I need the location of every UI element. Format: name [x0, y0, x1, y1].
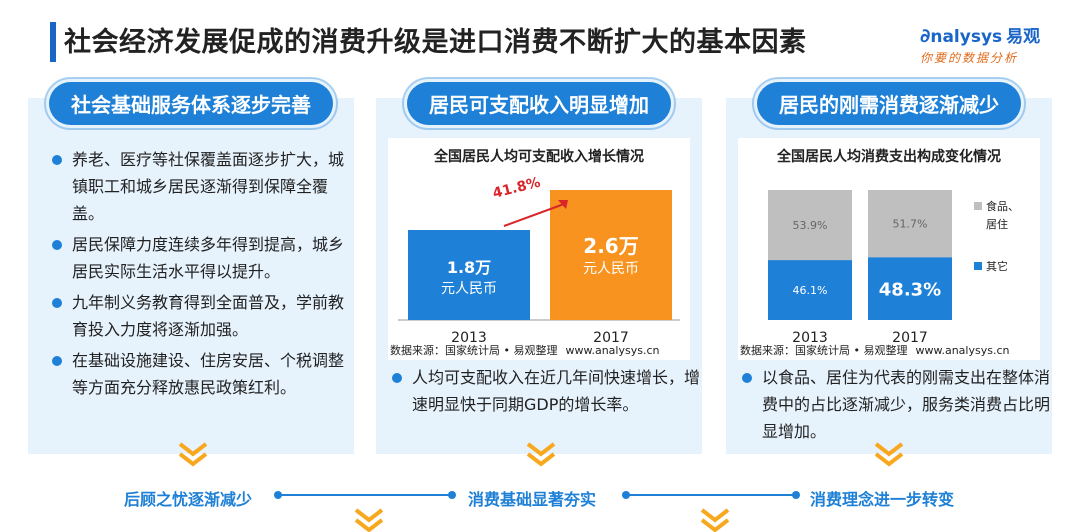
x-tick-label: 2013 [792, 330, 828, 346]
source-text: 数据来源：国家统计局 • 易观整理 [740, 344, 908, 357]
segment-value-label: 51.7% [893, 218, 928, 231]
data-source: 数据来源：国家统计局 • 易观整理 www.analysys.cn [390, 342, 659, 358]
legend-label: 居住 [986, 217, 1008, 231]
bar-value-label: 1.8万 [447, 258, 491, 277]
consumption-chart: 全国居民人均消费支出构成变化情况 46.1% 53.9% 2013 48.3% 51.7… [738, 138, 1040, 360]
bar-unit-label: 元人民币 [441, 281, 497, 297]
legend-label: 食品、 [986, 199, 1019, 213]
stacked-bar-segment [868, 257, 952, 320]
chevron-down-icon [178, 442, 208, 467]
source-url: www.analysys.cn [915, 344, 1010, 357]
bar-unit-label: 元人民币 [583, 261, 639, 277]
bullet-item: 在基础设施建设、住房安居、个税调整等方面充分释放惠民政策红利。 [50, 347, 350, 401]
segment-value-label: 48.3% [879, 280, 941, 301]
panel-heading: 居民可支配收入明显增加 [402, 77, 676, 130]
stacked-bar-segment [868, 190, 952, 258]
income-chart: 全国居民人均可支配收入增长情况 1.8万 元人民币 2013 2.6万 元人民币 2017… [388, 138, 690, 360]
chevron-down-icon [874, 442, 904, 467]
panel-description: 以食品、居住为代表的刚需支出在整体消费中的占比逐渐减少，服务类消费占比明显增加。 [740, 364, 1062, 445]
legend-swatch [974, 202, 982, 210]
stacked-bar-segment [768, 190, 852, 261]
income-bar [408, 230, 530, 320]
flow-row: 后顾之忧逐渐减少 消费基础显著夯实 消费理念进一步转变 [0, 442, 1080, 532]
logo-cn: 易观 [1006, 27, 1041, 47]
chevron-down-icon [700, 508, 730, 532]
panel-heading: 居民的刚需消费逐渐减少 [752, 77, 1026, 130]
bar-value-label: 2.6万 [583, 234, 638, 258]
segment-value-label: 46.1% [793, 284, 828, 297]
bullet-item: 养老、医疗等社保覆盖面逐步扩大，城镇职工和城乡居民逐渐得到保障全覆盖。 [50, 146, 350, 227]
data-source: 数据来源：国家统计局 • 易观整理 www.analysys.cn [740, 342, 1009, 358]
bullet-item: 居民保障力度连续多年得到提高，城乡居民实际生活水平得以提升。 [50, 231, 350, 285]
flow-label: 消费基础显著夯实 [468, 490, 597, 509]
flow-connector [274, 491, 800, 499]
growth-arrow-head [558, 200, 568, 209]
growth-arrow-line [503, 203, 565, 227]
income-bar [550, 190, 672, 320]
chevron-down-icon [354, 508, 384, 532]
bullet-list: 养老、医疗等社保覆盖面逐步扩大，城镇职工和城乡居民逐渐得到保障全覆盖。 居民保障… [50, 146, 350, 405]
bullet-item: 九年制义务教育得到全面普及，学前教育投入力度将逐渐加强。 [50, 289, 350, 343]
stacked-bar-segment [768, 260, 852, 320]
title-accent-bar [50, 22, 56, 62]
logo-text: nalysys [930, 27, 1003, 47]
logo-a-icon: ∂ [920, 25, 931, 47]
source-text: 数据来源：国家统计局 • 易观整理 [390, 344, 558, 357]
x-tick-label: 2017 [892, 330, 928, 346]
page-title: 社会经济发展促成的消费升级是进口消费不断扩大的基本因素 [64, 27, 807, 58]
panel-income: 居民可支配收入明显增加 全国居民人均可支配收入增长情况 1.8万 元人民币 2013… [376, 77, 702, 454]
logo-slogan: 你要的数据分析 [920, 51, 1019, 65]
flow-label: 消费理念进一步转变 [810, 490, 955, 509]
flow-label: 后顾之忧逐渐减少 [124, 490, 253, 509]
analysys-logo: ∂nalysys 易观 你要的数据分析 [920, 22, 1070, 70]
segment-value-label: 53.9% [793, 219, 828, 232]
chart-title: 全国居民人均可支配收入增长情况 [434, 149, 644, 165]
chevron-down-icon [526, 442, 556, 467]
panel-heading: 社会基础服务体系逐步完善 [44, 77, 338, 130]
panel-consumption: 居民的刚需消费逐渐减少 全国居民人均消费支出构成变化情况 46.1% 53.9% 2… [726, 77, 1052, 454]
x-tick-label: 2017 [593, 330, 629, 346]
chart-title: 全国居民人均消费支出构成变化情况 [777, 149, 1001, 165]
source-url: www.analysys.cn [565, 344, 660, 357]
panel-description: 人均可支配收入在近几年间快速增长，增速明显快于同期GDP的增长率。 [390, 364, 712, 418]
legend-swatch [974, 262, 982, 270]
legend-label: 其它 [986, 259, 1008, 273]
growth-label: 41.8% [491, 175, 542, 202]
panel-social-services: 社会基础服务体系逐步完善 养老、医疗等社保覆盖面逐步扩大，城镇职工和城乡居民逐渐… [28, 77, 354, 454]
x-tick-label: 2013 [451, 330, 487, 346]
